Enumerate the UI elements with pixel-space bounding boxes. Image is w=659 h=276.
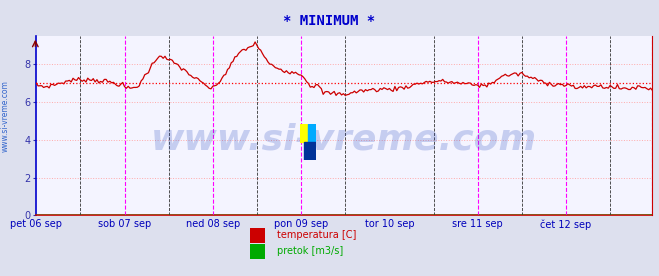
Text: www.si-vreme.com: www.si-vreme.com — [1, 80, 10, 152]
Text: www.si-vreme.com: www.si-vreme.com — [152, 123, 537, 157]
Text: * MINIMUM *: * MINIMUM * — [283, 14, 376, 28]
Bar — [308, 124, 316, 142]
Text: pretok [m3/s]: pretok [m3/s] — [277, 246, 343, 256]
Bar — [304, 142, 316, 160]
Bar — [300, 124, 308, 142]
Text: temperatura [C]: temperatura [C] — [277, 230, 356, 240]
